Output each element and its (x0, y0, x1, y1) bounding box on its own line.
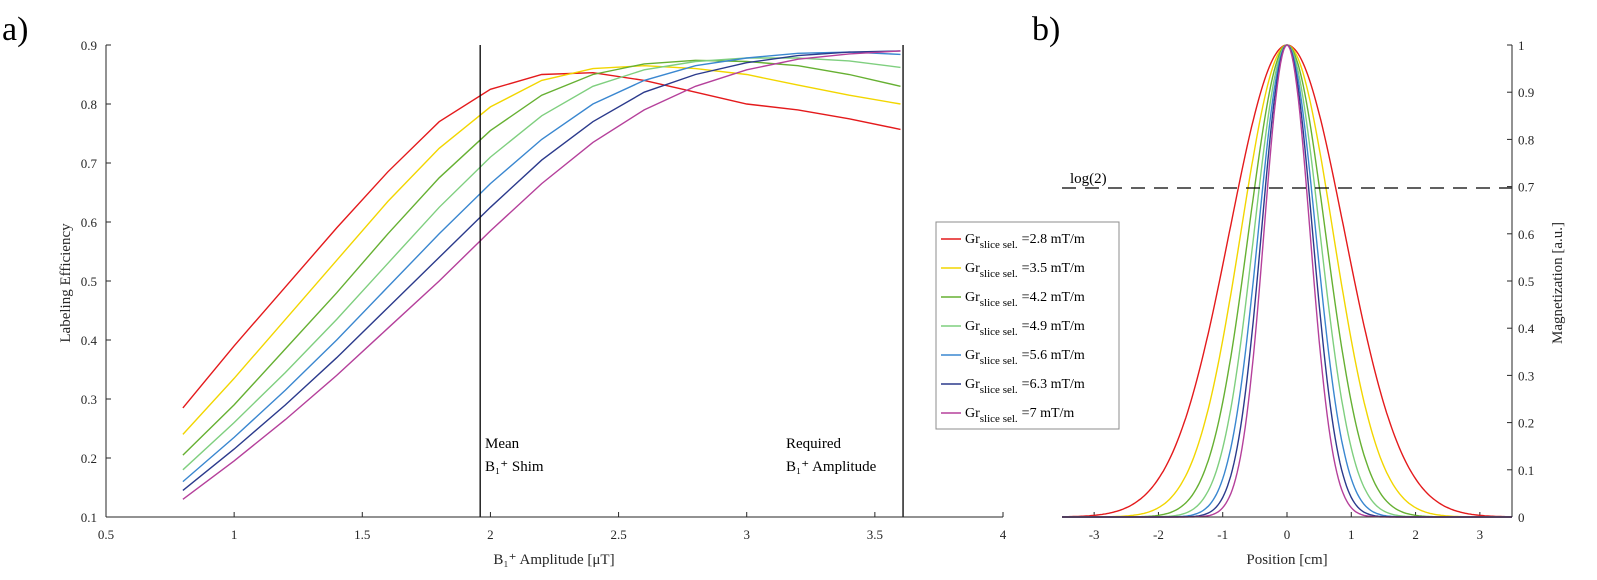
chart-b-xtick-label: 2 (1412, 527, 1419, 542)
chart-a-ytick-label: 0.2 (81, 451, 97, 466)
chart-b-ytick-label: 0.1 (1518, 463, 1534, 478)
legend-entry-sub: slice sel. (980, 413, 1018, 425)
chart-a-ytick-label: 0.6 (81, 215, 98, 230)
legend-entry-value: =2.8 mT/m (1022, 232, 1085, 247)
legend-entry-value: =6.3 mT/m (1022, 377, 1085, 392)
chart-b-series (1062, 44, 1512, 518)
legend-box (935, 221, 1120, 430)
chart-a-ytick-label: 0.8 (81, 97, 97, 112)
chart-b-series-line-1 (1062, 44, 1512, 518)
chart-a-series (182, 50, 901, 500)
chart-a-series-line-5 (182, 51, 901, 483)
legend-entry-sub: slice sel. (980, 326, 1018, 338)
chart-a-xtick-label: 2.5 (610, 527, 626, 542)
chart-a-xtick-label: 0.5 (98, 527, 114, 542)
legend-entry-value: =7 mT/m (1022, 406, 1075, 421)
legend-entry-base: Gr (965, 377, 980, 392)
chart-a-ytick-label: 0.1 (81, 510, 97, 525)
chart-a-ticks: 0.5 1 1.5 2 2.5 3 3.5 4 0.1 0.2 0.3 0.4 0.5 0.6 0.7 0.8… (81, 38, 1007, 542)
chart-a-ytick-label: 0.5 (81, 274, 97, 289)
legend-entry: Grslice sel. =4.2 mT/m (965, 290, 1085, 309)
chart-b-xtick-label: 0 (1284, 527, 1291, 542)
legend-entry-base: Gr (965, 290, 980, 305)
legend-entry: Grslice sel. =5.6 mT/m (965, 348, 1085, 367)
legend-entry-value: =5.6 mT/m (1022, 348, 1085, 363)
legend-entry-base: Gr (965, 261, 980, 276)
chart-b-ticks: -3 -2 -1 0 1 2 3 0 0.1 0.2 0.3 0.4 0.5 0.6 0.7 0.8 0.9 1 (1089, 38, 1535, 542)
chart-b: -3 -2 -1 0 1 2 300.10.20.30.40.50.60.70.80.91 … (1062, 38, 1566, 568)
chart-b-series-line-2 (1062, 44, 1512, 518)
chart-a-series-line-6 (182, 50, 901, 491)
chart-a-ytick-label: 0.7 (81, 156, 98, 171)
chart-b-xtick-label: -1 (1217, 527, 1228, 542)
legend-entry: Grslice sel. =3.5 mT/m (965, 261, 1085, 280)
legend-entry: Grslice sel. =2.8 mT/m (965, 232, 1085, 251)
panel-label-b: b) (1032, 11, 1060, 48)
chart-b-ytick-label: 0.3 (1518, 368, 1534, 383)
legend-entry-base: Gr (965, 319, 980, 334)
vline-required-label-1: Required (786, 436, 841, 452)
log2-label: log(2) (1070, 171, 1107, 187)
chart-b-xlabel: Position [cm] (1246, 552, 1327, 568)
chart-b-xtick-label: -3 (1089, 527, 1100, 542)
legend-entry-value: =4.9 mT/m (1022, 319, 1085, 334)
chart-b-series-line-6 (1062, 44, 1512, 518)
chart-b-xtick-label: 1 (1348, 527, 1355, 542)
legend-entry-sub: slice sel. (980, 384, 1018, 396)
chart-a-xtick-label: 1.5 (354, 527, 370, 542)
chart-a-vlines (479, 45, 904, 517)
chart-b-ytick-label: 0.4 (1518, 321, 1535, 336)
legend-entry-value: =3.5 mT/m (1022, 261, 1085, 276)
chart-a-series-line-1 (182, 71, 901, 409)
chart-b-ytick-label: 0.2 (1518, 416, 1534, 431)
chart-b-series-line-3 (1062, 44, 1512, 518)
legend-entry-sub: slice sel. (980, 297, 1018, 309)
chart-b-ytick-label: 0.9 (1518, 85, 1534, 100)
chart-a-ytick-label: 0.4 (81, 333, 98, 348)
legend-entry-sub: slice sel. (980, 268, 1018, 280)
panel-label-a: a) (2, 11, 28, 48)
chart-a-xtick-label: 3.5 (867, 527, 883, 542)
chart-b-xtick-label: 3 (1477, 527, 1484, 542)
chart-b-ytick-label: 0 (1518, 510, 1525, 525)
legend-entry-base: Gr (965, 406, 980, 421)
chart-b-ytick-label: 0.7 (1518, 180, 1535, 195)
chart-b-xtick-label: -2 (1153, 527, 1164, 542)
chart-a-series-line-3 (182, 59, 901, 456)
vline-mean-label-2: B₁⁺ Shim (485, 459, 544, 475)
chart-b-ytick-label: 0.6 (1518, 227, 1535, 242)
legend-entry: Grslice sel. =4.9 mT/m (965, 319, 1085, 338)
chart-b-ytick-label: 0.5 (1518, 274, 1534, 289)
chart-b-ylabel: Magnetization [a.u.] (1550, 222, 1566, 344)
chart-a-ytick-label: 0.9 (81, 38, 97, 53)
chart-a-ylabel: Labeling Efficiency (58, 223, 74, 343)
chart-a-xtick-label: 3 (743, 527, 750, 542)
chart-b-ytick-label: 1 (1518, 38, 1525, 53)
legend-entry-sub: slice sel. (980, 355, 1018, 367)
chart-b-ytick-label: 0.8 (1518, 132, 1534, 147)
chart-a-series-line-7 (182, 50, 901, 500)
legend-entry-sub: slice sel. (980, 239, 1018, 251)
chart-b-series-line-4 (1062, 44, 1512, 518)
chart-a-ytick-label: 0.3 (81, 392, 97, 407)
chart-a: 0.5 1 1.5 2 2.5 3 3.5 4 0.1 0.2 0.3 0.4 0.5 0.6 0.7 0.8… (58, 38, 1007, 568)
legend-entry: Grslice sel. =7 mT/m (965, 406, 1074, 425)
chart-a-xlabel: B₁⁺ Amplitude [μT] (493, 552, 614, 568)
legend-entry-base: Gr (965, 348, 980, 363)
legend-entry: Grslice sel. =6.3 mT/m (965, 377, 1085, 396)
chart-b-series-line-7 (1062, 44, 1512, 518)
chart-a-xtick-label: 2 (487, 527, 494, 542)
chart-a-xtick-label: 1 (231, 527, 238, 542)
vline-mean-label-1: Mean (485, 436, 520, 452)
chart-a-xtick-label: 4 (1000, 527, 1007, 542)
legend-entry-value: =4.2 mT/m (1022, 290, 1085, 305)
chart-b-series-line-5 (1062, 44, 1512, 518)
chart-a-series-line-4 (182, 57, 901, 471)
chart-a-series-line-2 (182, 64, 901, 435)
vline-required-label-2: B₁⁺ Amplitude (786, 459, 877, 475)
legend-entry-base: Gr (965, 232, 980, 247)
